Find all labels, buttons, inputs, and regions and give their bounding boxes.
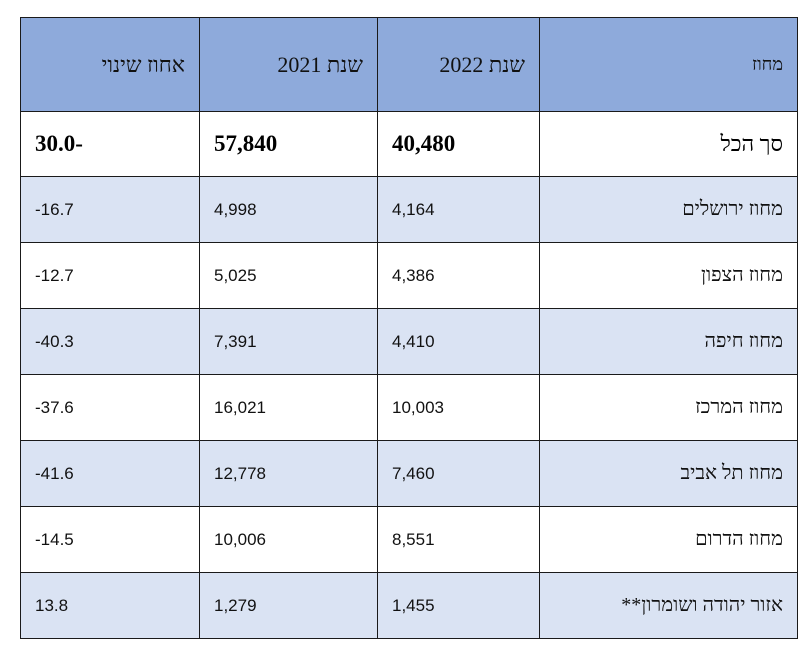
table-row: מחוז המרכז 10,003 16,021 37.6- [20, 374, 798, 441]
year-2021-cell: 4,998 [199, 176, 378, 243]
pct-change-cell: 40.3- [20, 308, 200, 375]
pct-change-cell: 12.7- [20, 242, 200, 309]
year-2021-cell: 12,778 [199, 440, 378, 507]
total-district-cell: סך הכל [539, 111, 798, 177]
year-2022-cell: 1,455 [377, 572, 540, 639]
pct-change-cell: 14.5- [20, 506, 200, 573]
header-year-2021: שנת 2021 [199, 17, 378, 112]
year-2021-cell: 7,391 [199, 308, 378, 375]
pct-change-cell: 16.7- [20, 176, 200, 243]
district-cell: מחוז תל אביב [539, 440, 798, 507]
table-row: מחוז הצפון 4,386 5,025 12.7- [20, 242, 798, 309]
table-row: מחוז תל אביב 7,460 12,778 41.6- [20, 440, 798, 507]
year-2022-cell: 4,410 [377, 308, 540, 375]
district-cell: מחוז הדרום [539, 506, 798, 573]
year-2021-cell: 16,021 [199, 374, 378, 441]
year-2021-cell: 5,025 [199, 242, 378, 309]
table-row: מחוז ירושלים 4,164 4,998 16.7- [20, 176, 798, 243]
pct-change-cell: 37.6- [20, 374, 200, 441]
total-pct-change-cell: -30.0 [20, 111, 200, 177]
district-cell: מחוז ירושלים [539, 176, 798, 243]
year-2022-cell: 8,551 [377, 506, 540, 573]
year-2021-cell: 1,279 [199, 572, 378, 639]
table-row: אזור יהודה ושומרון** 1,455 1,279 13.8 [20, 572, 798, 639]
pct-change-cell: 41.6- [20, 440, 200, 507]
district-cell: מחוז המרכז [539, 374, 798, 441]
district-cell: אזור יהודה ושומרון** [539, 572, 798, 639]
pct-change-cell: 13.8 [20, 572, 200, 639]
total-row: סך הכל 40,480 57,840 -30.0 [20, 111, 798, 177]
total-year-2021-cell: 57,840 [199, 111, 378, 177]
year-2021-cell: 10,006 [199, 506, 378, 573]
year-2022-cell: 4,386 [377, 242, 540, 309]
header-pct-change: אחוז שינוי [20, 17, 200, 112]
table-row: מחוז חיפה 4,410 7,391 40.3- [20, 308, 798, 375]
total-year-2022-cell: 40,480 [377, 111, 540, 177]
year-2022-cell: 10,003 [377, 374, 540, 441]
table-row: מחוז הדרום 8,551 10,006 14.5- [20, 506, 798, 573]
table-header-row: מחוז שנת 2022 שנת 2021 אחוז שינוי [20, 17, 798, 112]
header-district: מחוז [539, 17, 798, 112]
year-2022-cell: 4,164 [377, 176, 540, 243]
year-2022-cell: 7,460 [377, 440, 540, 507]
district-cell: מחוז חיפה [539, 308, 798, 375]
district-statistics-table: מחוז שנת 2022 שנת 2021 אחוז שינוי סך הכל… [20, 17, 798, 639]
district-cell: מחוז הצפון [539, 242, 798, 309]
header-year-2022: שנת 2022 [377, 17, 540, 112]
